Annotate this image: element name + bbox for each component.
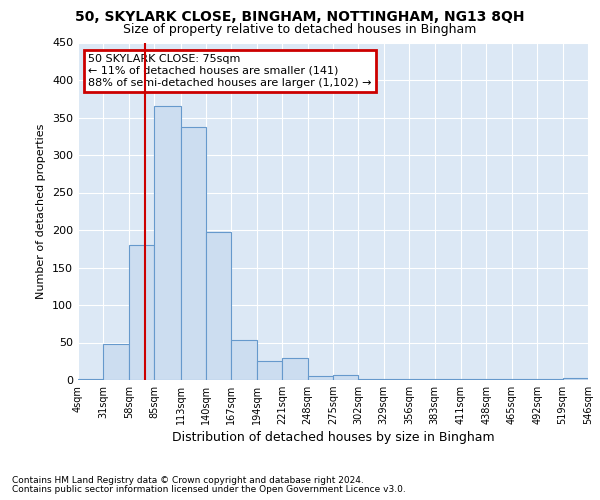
Bar <box>563 378 588 380</box>
Bar <box>154 106 181 380</box>
Bar <box>409 379 434 380</box>
Bar <box>537 379 563 380</box>
Bar <box>257 361 282 380</box>
Text: Contains HM Land Registry data © Crown copyright and database right 2024.: Contains HM Land Registry data © Crown c… <box>12 476 364 485</box>
Bar <box>333 375 358 380</box>
Text: 50 SKYLARK CLOSE: 75sqm
← 11% of detached houses are smaller (141)
88% of semi-d: 50 SKYLARK CLOSE: 75sqm ← 11% of detache… <box>88 54 372 88</box>
Bar <box>358 378 384 380</box>
Text: 50, SKYLARK CLOSE, BINGHAM, NOTTINGHAM, NG13 8QH: 50, SKYLARK CLOSE, BINGHAM, NOTTINGHAM, … <box>75 10 525 24</box>
Bar <box>434 379 461 380</box>
Bar <box>78 378 103 380</box>
Bar <box>487 379 512 380</box>
X-axis label: Distribution of detached houses by size in Bingham: Distribution of detached houses by size … <box>172 432 494 444</box>
Bar <box>282 358 308 380</box>
Bar <box>206 232 232 380</box>
Bar <box>129 245 154 380</box>
Text: Size of property relative to detached houses in Bingham: Size of property relative to detached ho… <box>124 22 476 36</box>
Y-axis label: Number of detached properties: Number of detached properties <box>37 124 46 299</box>
Bar <box>308 376 333 380</box>
Bar <box>384 378 409 380</box>
Text: Contains public sector information licensed under the Open Government Licence v3: Contains public sector information licen… <box>12 485 406 494</box>
Bar <box>461 379 487 380</box>
Bar <box>103 344 129 380</box>
Bar <box>181 126 206 380</box>
Bar <box>232 340 257 380</box>
Bar <box>512 379 537 380</box>
